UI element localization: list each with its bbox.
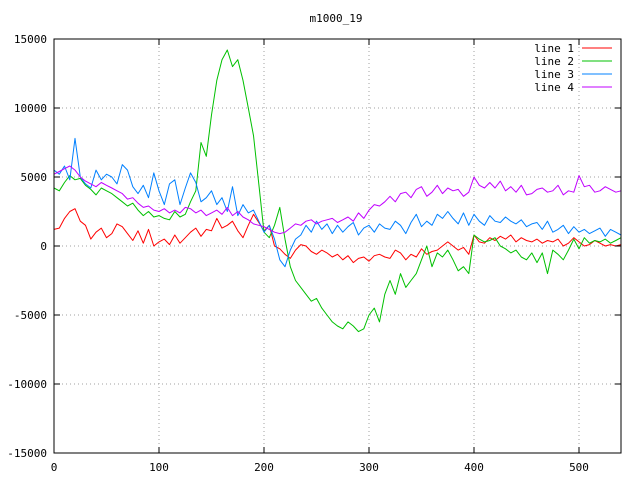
legend-label: line 1 <box>534 42 574 55</box>
axis-ticks: -15000 -10000 -5000 0 5000 10000 15000 0 100 200 3… <box>7 33 621 474</box>
series-layer <box>53 49 622 333</box>
x-tick-label: 300 <box>359 461 379 474</box>
y-tick-label: 0 <box>40 240 47 253</box>
x-tick-label: 100 <box>149 461 169 474</box>
y-tick-label: 15000 <box>14 33 47 46</box>
x-tick-label: 400 <box>464 461 484 474</box>
plot-frame <box>53 38 622 454</box>
grid <box>54 39 621 453</box>
y-tick-label: -15000 <box>7 447 47 460</box>
series-line-3 <box>53 137 622 268</box>
legend-label: line 4 <box>534 81 574 94</box>
x-tick-label: 200 <box>254 461 274 474</box>
series-line-2 <box>53 49 622 333</box>
y-tick-label: 5000 <box>21 171 48 184</box>
legend-label: line 2 <box>534 55 574 68</box>
x-tick-label: 0 <box>51 461 58 474</box>
y-tick-label: -5000 <box>14 309 47 322</box>
series-line-4 <box>53 165 622 235</box>
y-tick-label: 10000 <box>14 102 47 115</box>
y-tick-label: -10000 <box>7 378 47 391</box>
legend-label: line 3 <box>534 68 574 81</box>
chart-title: m1000_19 <box>310 12 363 25</box>
x-tick-label: 500 <box>569 461 589 474</box>
series-line-1 <box>53 208 622 264</box>
